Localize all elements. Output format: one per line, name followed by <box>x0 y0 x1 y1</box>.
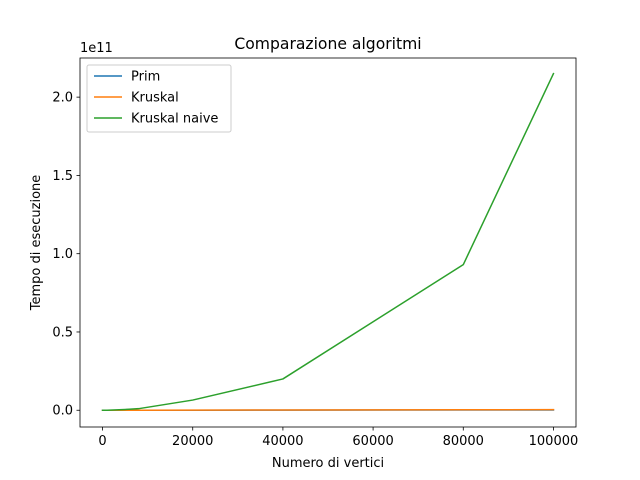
chart-title: Comparazione algoritmi <box>234 35 421 53</box>
x-axis-ticks: 0 20000 40000 60000 80000 100000 <box>98 427 578 449</box>
y-axis-label: Tempo di esecuzione <box>29 175 44 312</box>
legend-label-1: Kruskal <box>131 91 179 106</box>
plot-area: 0 20000 40000 60000 80000 100000 0.0 0.5 1.0 1.5… <box>52 57 578 449</box>
x-tick-label: 0 <box>98 434 106 449</box>
y-tick-label: 2.0 <box>52 91 73 106</box>
x-tick-label: 40000 <box>262 434 303 449</box>
legend-box <box>86 64 232 133</box>
y-tick-label: 1.5 <box>52 169 73 184</box>
x-axis-label: Numero di vertici <box>272 456 384 471</box>
legend-label-2: Kruskal naive <box>131 112 218 127</box>
x-tick-label: 20000 <box>172 434 213 449</box>
y-tick-label: 0.0 <box>52 404 73 419</box>
x-tick-label: 100000 <box>529 434 579 449</box>
series-line-1 <box>101 408 555 411</box>
series-lines <box>101 72 555 411</box>
x-tick-label: 60000 <box>352 434 393 449</box>
legend: Prim Kruskal Kruskal naive <box>86 64 232 133</box>
y-offset-label: 1e11 <box>80 41 113 56</box>
x-tick-label: 80000 <box>443 434 484 449</box>
y-axis-ticks: 0.0 0.5 1.0 1.5 2.0 <box>52 91 80 419</box>
y-tick-label: 0.5 <box>52 325 73 340</box>
legend-label-0: Prim <box>131 70 160 85</box>
series-line-2 <box>101 72 555 411</box>
plot-frame <box>79 57 577 428</box>
y-tick-label: 1.0 <box>52 247 73 262</box>
